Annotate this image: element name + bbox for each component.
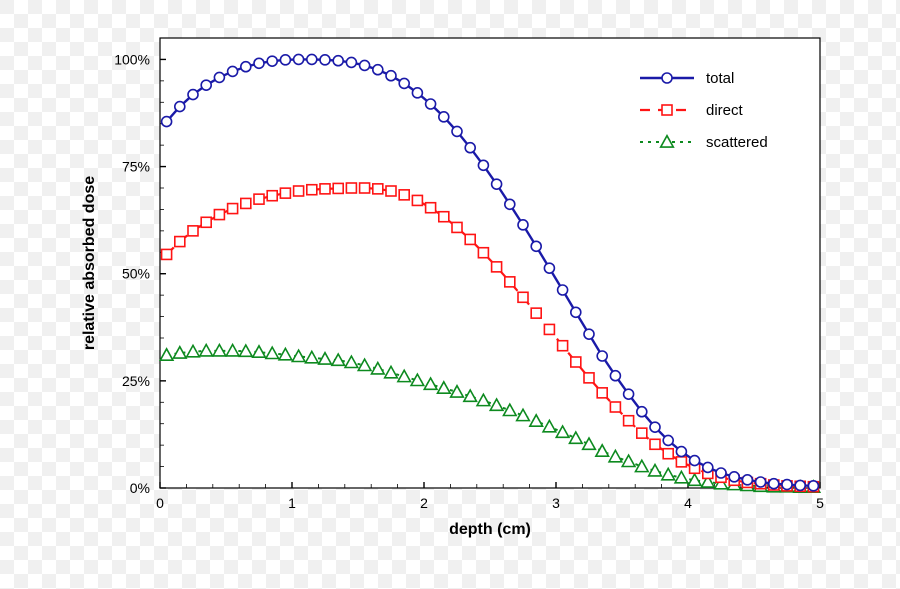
legend-label: scattered — [706, 134, 768, 151]
y-tick-label: 100% — [114, 51, 150, 67]
x-tick-label: 3 — [552, 495, 560, 511]
chart-container: 0123450%25%50%75%100%depth (cm)relative … — [50, 10, 850, 570]
legend-label: total — [706, 70, 734, 87]
x-tick-label: 5 — [816, 495, 824, 511]
y-tick-label: 75% — [122, 159, 150, 175]
dose-depth-chart: 0123450%25%50%75%100%depth (cm)relative … — [50, 10, 850, 570]
y-tick-label: 25% — [122, 373, 150, 389]
x-tick-label: 2 — [420, 495, 428, 511]
y-axis-label: relative absorbed dose — [81, 176, 98, 350]
y-tick-label: 0% — [130, 480, 150, 496]
x-tick-label: 4 — [684, 495, 692, 511]
legend-label: direct — [706, 102, 744, 119]
x-tick-label: 0 — [156, 495, 164, 511]
x-tick-label: 1 — [288, 495, 296, 511]
y-tick-label: 50% — [122, 266, 150, 282]
x-axis-label: depth (cm) — [449, 521, 531, 538]
